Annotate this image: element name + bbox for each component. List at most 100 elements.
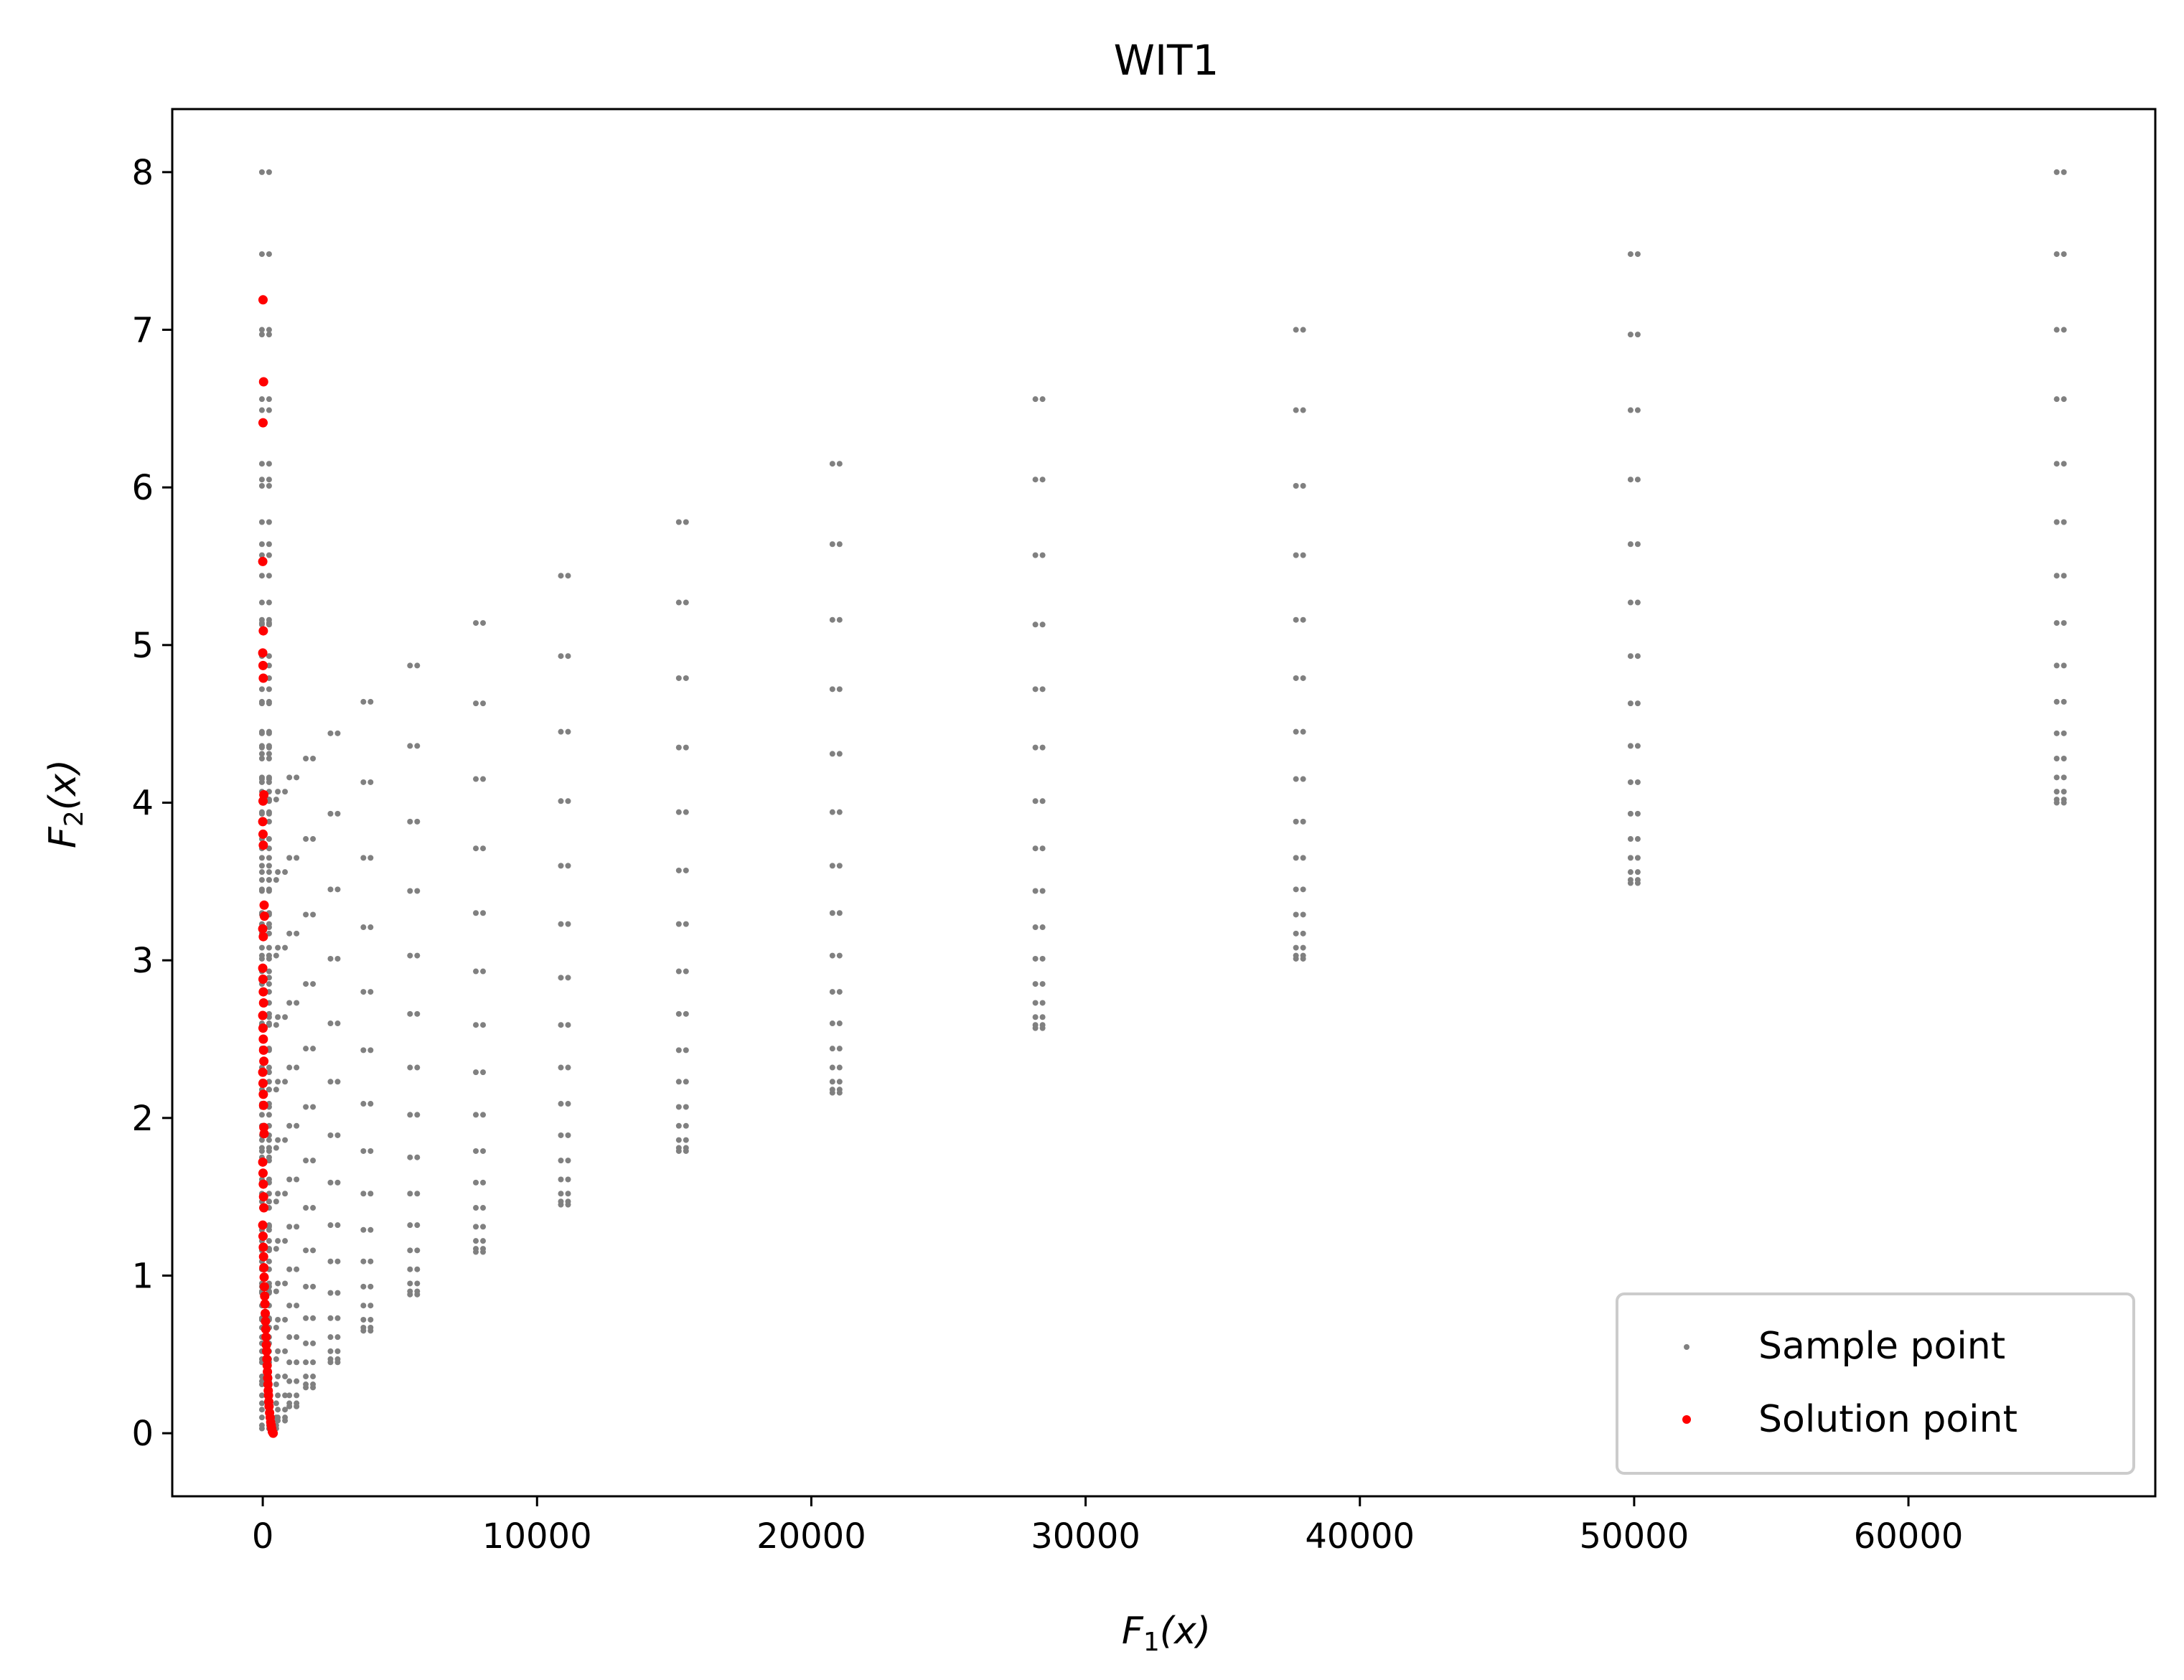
solution-point <box>259 900 269 910</box>
sample-point <box>282 1374 289 1380</box>
sample-point <box>258 1112 265 1118</box>
sample-point <box>1293 728 1299 735</box>
sample-point <box>558 798 564 804</box>
sample-point <box>303 1158 309 1164</box>
sample-point <box>310 981 317 987</box>
sample-point <box>327 810 334 817</box>
sample-point <box>310 1359 317 1366</box>
sample-point <box>480 1249 487 1255</box>
sample-point <box>1293 675 1299 681</box>
sample-point <box>258 751 265 757</box>
sample-point <box>2053 169 2060 175</box>
sample-point <box>565 1132 571 1138</box>
legend-marker-sample <box>1684 1344 1689 1350</box>
sample-point <box>565 1064 571 1071</box>
sample-point <box>266 779 272 785</box>
sample-point <box>414 1222 421 1229</box>
sample-point <box>565 1191 571 1197</box>
sample-point <box>282 1137 289 1143</box>
sample-point <box>310 1315 317 1321</box>
sample-point <box>360 989 367 995</box>
solution-point <box>258 418 268 428</box>
sample-point <box>275 789 281 795</box>
sample-point <box>327 1290 334 1296</box>
sample-point <box>675 1010 682 1017</box>
sample-point <box>1039 1025 1046 1031</box>
sample-point <box>258 955 265 962</box>
sample-point <box>275 1280 281 1287</box>
sample-point <box>258 1392 265 1399</box>
sample-point <box>558 1158 564 1164</box>
sample-point <box>258 396 265 403</box>
solution-point <box>258 796 268 806</box>
sample-point <box>683 921 689 927</box>
sample-point <box>836 541 843 548</box>
sample-point <box>407 1154 413 1160</box>
sample-point <box>407 952 413 959</box>
sample-point <box>683 744 689 751</box>
sample-point <box>675 1079 682 1085</box>
sample-point <box>2061 774 2067 781</box>
sample-point <box>334 1258 341 1264</box>
sample-point <box>360 1303 367 1309</box>
sample-point <box>266 461 272 467</box>
sample-point <box>1300 955 1306 962</box>
sample-point <box>310 1247 317 1254</box>
solution-point <box>258 817 268 827</box>
sample-point <box>1039 845 1046 852</box>
sample-point <box>1293 855 1299 861</box>
sample-point <box>565 1101 571 1107</box>
sample-point <box>565 653 571 660</box>
sample-point <box>258 621 265 628</box>
sample-point <box>1293 930 1299 937</box>
sample-point <box>1039 1000 1046 1006</box>
sample-point <box>303 836 309 843</box>
sample-point <box>360 1191 367 1197</box>
sample-point <box>360 1226 367 1233</box>
sample-point <box>2061 799 2067 806</box>
sample-point <box>2053 461 2060 467</box>
sample-point <box>836 1079 843 1085</box>
sample-point <box>327 955 334 962</box>
sample-point <box>286 1122 293 1129</box>
sample-point <box>414 1291 421 1297</box>
sample-point <box>473 1179 479 1186</box>
sample-point <box>1300 911 1306 918</box>
sample-point <box>286 774 293 781</box>
sample-point <box>334 1334 341 1341</box>
sample-point <box>683 1010 689 1017</box>
sample-point <box>480 910 487 916</box>
sample-point <box>414 888 421 894</box>
sample-point <box>266 1226 272 1233</box>
sample-point <box>407 1266 413 1272</box>
sample-point <box>286 1176 293 1183</box>
solution-point <box>258 1192 268 1202</box>
sample-point <box>2061 461 2067 467</box>
sample-point <box>266 686 272 693</box>
sample-point <box>266 1112 272 1118</box>
sample-point <box>1634 779 1641 785</box>
sample-point <box>310 1340 317 1346</box>
solution-point <box>259 1129 269 1139</box>
sample-point <box>1293 818 1299 825</box>
sample-point <box>367 924 374 931</box>
sample-point <box>473 1238 479 1244</box>
sample-point <box>1634 407 1641 413</box>
sample-point <box>294 1334 300 1341</box>
sample-point <box>367 1328 374 1334</box>
sample-point <box>1627 810 1634 817</box>
sample-point <box>266 1258 272 1264</box>
sample-point <box>266 700 272 707</box>
sample-point <box>282 1191 289 1197</box>
sample-point <box>1627 541 1634 548</box>
sample-point <box>266 1014 272 1020</box>
sample-point <box>683 809 689 815</box>
sample-point <box>266 599 272 606</box>
sample-point <box>1039 981 1046 987</box>
sample-point <box>266 845 272 852</box>
sample-point <box>303 1104 309 1110</box>
sample-point <box>258 599 265 606</box>
sample-point <box>294 930 300 937</box>
sample-point <box>558 728 564 735</box>
solution-point <box>258 626 268 636</box>
